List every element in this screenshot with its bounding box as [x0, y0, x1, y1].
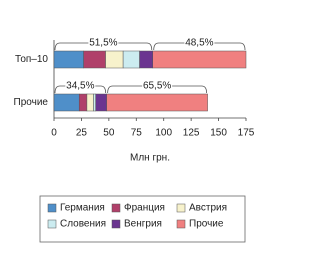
bar-segment [152, 50, 247, 69]
legend-label: Венгрия [124, 219, 162, 230]
legend-label: Франция [124, 203, 165, 214]
legend-label: Австрия [189, 203, 227, 214]
bar-segment [53, 50, 84, 69]
bracket-label: 51,5% [89, 38, 117, 49]
bar-segment [93, 93, 96, 112]
x-axis-label: Млн грн. [130, 153, 170, 164]
bracket-label-bg [184, 37, 215, 49]
legend-swatch [47, 219, 57, 229]
bracket-label: 48,5% [185, 38, 213, 49]
bar-segment [122, 50, 140, 69]
legend-swatch [176, 203, 186, 213]
bracket-label: 65,5% [143, 81, 171, 92]
x-tick-label: 175 [238, 128, 255, 139]
bar-segment [106, 93, 208, 112]
legend-label: Словения [60, 219, 106, 230]
bar-segment [83, 50, 106, 69]
bracket-label-bg [65, 80, 96, 92]
x-tick-label: 100 [155, 128, 172, 139]
legend-label: Прочие [189, 219, 224, 230]
x-tick-label: 75 [131, 128, 143, 139]
legend-box [39, 195, 246, 243]
bracket-label: 34,5% [66, 81, 94, 92]
bar-segment [139, 50, 153, 69]
legend-swatch [176, 219, 186, 229]
y-tick-label: Топ–10 [15, 54, 48, 65]
legend-label: Германия [60, 203, 105, 214]
bar-segment [53, 93, 80, 112]
bar-segment [95, 93, 107, 112]
bracket-label-bg [88, 37, 119, 49]
x-tick-label: 0 [51, 128, 57, 139]
legend-swatch [111, 219, 121, 229]
bar-segment [78, 93, 88, 112]
bar-segment [86, 93, 94, 112]
y-tick-label: Прочие [14, 97, 49, 108]
legend-swatch [111, 203, 121, 213]
chart: Млн грн. 0 25 50 75 100 125 150 175 Топ–10 51,5% 4… [14, 37, 255, 243]
x-tick-label: 150 [210, 128, 227, 139]
legend-swatch [47, 203, 57, 213]
bracket-label-bg [142, 80, 173, 92]
x-tick-label: 125 [183, 128, 200, 139]
x-tick-label: 50 [103, 128, 115, 139]
bar-segment [105, 50, 124, 69]
x-tick-label: 25 [76, 128, 88, 139]
